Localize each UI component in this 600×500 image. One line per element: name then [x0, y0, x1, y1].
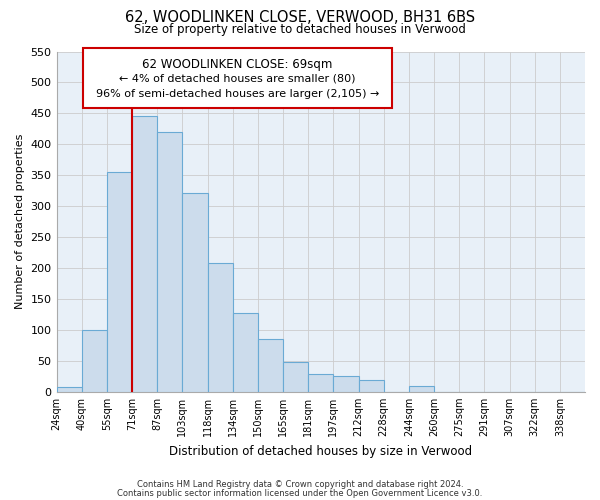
Text: 96% of semi-detached houses are larger (2,105) →: 96% of semi-detached houses are larger (… — [96, 89, 379, 99]
Text: Size of property relative to detached houses in Verwood: Size of property relative to detached ho… — [134, 22, 466, 36]
X-axis label: Distribution of detached houses by size in Verwood: Distribution of detached houses by size … — [169, 444, 472, 458]
Bar — [334, 376, 359, 392]
Text: ← 4% of detached houses are smaller (80): ← 4% of detached houses are smaller (80) — [119, 74, 356, 84]
Bar — [132, 116, 157, 392]
Bar — [107, 172, 132, 392]
Text: 62 WOODLINKEN CLOSE: 69sqm: 62 WOODLINKEN CLOSE: 69sqm — [142, 58, 333, 70]
Y-axis label: Number of detached properties: Number of detached properties — [15, 134, 25, 310]
FancyBboxPatch shape — [83, 48, 392, 108]
Text: Contains public sector information licensed under the Open Government Licence v3: Contains public sector information licen… — [118, 488, 482, 498]
Bar — [308, 374, 334, 392]
Bar — [283, 362, 308, 392]
Bar — [409, 386, 434, 392]
Text: Contains HM Land Registry data © Crown copyright and database right 2024.: Contains HM Land Registry data © Crown c… — [137, 480, 463, 489]
Bar — [359, 380, 383, 392]
Bar — [82, 330, 107, 392]
Bar — [233, 312, 258, 392]
Text: 62, WOODLINKEN CLOSE, VERWOOD, BH31 6BS: 62, WOODLINKEN CLOSE, VERWOOD, BH31 6BS — [125, 10, 475, 25]
Bar — [56, 388, 82, 392]
Bar — [208, 263, 233, 392]
Bar — [157, 132, 182, 392]
Bar — [258, 339, 283, 392]
Bar — [182, 192, 208, 392]
